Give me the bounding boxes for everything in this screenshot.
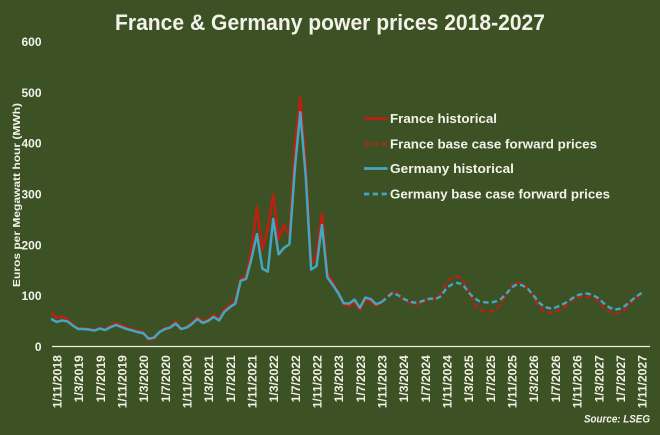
svg-text:France historical: France historical	[390, 111, 497, 126]
svg-text:Germany base case forward pric: Germany base case forward prices	[390, 187, 610, 202]
svg-text:1/3/2021: 1/3/2021	[202, 355, 216, 403]
svg-text:200: 200	[21, 238, 41, 252]
svg-text:1/3/2026: 1/3/2026	[527, 355, 541, 403]
svg-text:1/11/2027: 1/11/2027	[636, 355, 650, 408]
svg-text:600: 600	[21, 35, 41, 49]
svg-text:100: 100	[21, 289, 41, 303]
svg-text:0: 0	[35, 340, 42, 354]
svg-text:1/7/2025: 1/7/2025	[484, 355, 498, 403]
svg-text:400: 400	[21, 137, 41, 151]
svg-text:1/7/2023: 1/7/2023	[354, 355, 368, 403]
svg-text:1/3/2027: 1/3/2027	[592, 355, 606, 403]
svg-text:1/3/2019: 1/3/2019	[72, 355, 86, 403]
svg-text:1/3/2024: 1/3/2024	[397, 355, 411, 403]
svg-text:Euros per Megawatt hour (MWh): Euros per Megawatt hour (MWh)	[11, 103, 23, 287]
svg-text:1/11/2025: 1/11/2025	[506, 355, 520, 408]
svg-text:1/3/2022: 1/3/2022	[267, 355, 281, 403]
svg-text:France base case forward price: France base case forward prices	[390, 137, 597, 152]
svg-text:1/11/2022: 1/11/2022	[311, 355, 325, 408]
svg-text:1/7/2024: 1/7/2024	[419, 355, 433, 403]
svg-text:1/11/2023: 1/11/2023	[376, 355, 390, 408]
svg-text:1/3/2020: 1/3/2020	[137, 355, 151, 403]
svg-text:1/3/2025: 1/3/2025	[462, 355, 476, 403]
svg-text:Germany historical: Germany historical	[390, 161, 514, 176]
svg-text:1/3/2023: 1/3/2023	[332, 355, 346, 403]
svg-text:1/7/2022: 1/7/2022	[289, 355, 303, 403]
svg-text:1/11/2019: 1/11/2019	[116, 355, 130, 408]
svg-text:1/7/2021: 1/7/2021	[224, 355, 238, 403]
svg-text:1/11/2018: 1/11/2018	[51, 355, 65, 408]
svg-text:France & Germany power prices: France & Germany power prices 2018-2027	[115, 10, 545, 35]
svg-text:1/7/2020: 1/7/2020	[159, 355, 173, 403]
svg-text:1/11/2024: 1/11/2024	[441, 355, 455, 408]
svg-text:500: 500	[21, 86, 41, 100]
svg-text:1/11/2026: 1/11/2026	[571, 355, 585, 408]
svg-text:1/7/2026: 1/7/2026	[549, 355, 563, 403]
svg-text:1/7/2027: 1/7/2027	[614, 355, 628, 403]
svg-text:1/11/2020: 1/11/2020	[181, 355, 195, 408]
svg-text:1/7/2019: 1/7/2019	[94, 355, 108, 403]
svg-text:Source: LSEG: Source: LSEG	[584, 414, 650, 426]
svg-text:300: 300	[21, 187, 41, 201]
svg-text:1/11/2021: 1/11/2021	[246, 355, 260, 408]
